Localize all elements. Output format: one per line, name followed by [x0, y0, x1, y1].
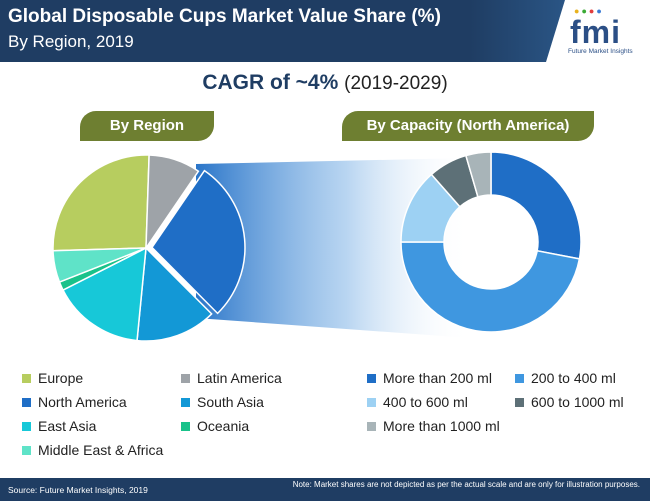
legend-swatch — [367, 422, 376, 431]
slice-latin-america — [145, 154, 200, 251]
legend-label: South Asia — [197, 394, 264, 410]
slice-east-asia — [62, 246, 147, 342]
legend-swatch — [515, 374, 524, 383]
legend-swatch — [22, 398, 31, 407]
header-band — [0, 0, 545, 62]
fmi-logo: ●●●● fmi Future Market Insights — [566, 6, 646, 58]
legend-label: Oceania — [197, 418, 250, 434]
logo-dot: ● — [581, 6, 589, 16]
slice-south-asia — [136, 246, 213, 342]
slice-north-america — [151, 169, 246, 315]
source-text: Source: Future Market Insights, 2019 — [8, 485, 148, 495]
legend-label: More than 200 ml — [383, 370, 492, 386]
region-pie — [52, 154, 246, 342]
connector-beam — [196, 158, 470, 338]
legend-label: Middle East & Africa — [38, 442, 164, 458]
legend-label: Europe — [38, 370, 84, 386]
header: Global Disposable Cups Market Value Shar… — [0, 0, 650, 62]
legend-swatch — [22, 374, 31, 383]
legend-label: East Asia — [38, 418, 97, 434]
by-capacity-pill: By Capacity (North America) — [342, 111, 594, 141]
header-band-accent — [470, 0, 565, 62]
legend-swatch — [22, 446, 31, 455]
logo-text: fmi — [570, 14, 621, 50]
legend-swatch — [181, 374, 190, 383]
legend-swatch — [515, 398, 524, 407]
legend-label: 400 to 600 ml — [383, 394, 468, 410]
cagr-period: (2019-2029) — [344, 73, 448, 94]
capacity-donut — [400, 151, 582, 333]
cagr-heading: CAGR of ~4% (2019-2029) — [0, 71, 650, 95]
slice-europe — [52, 154, 150, 252]
logo-dots: ●●●● — [574, 6, 604, 16]
note-text: Note: Market shares are not depicted as … — [292, 480, 640, 489]
logo-subtitle: Future Market Insights — [568, 48, 633, 55]
slice-more-than-200-ml — [490, 151, 582, 260]
logo-dot: ● — [588, 6, 597, 16]
legend-label: Latin America — [197, 370, 282, 386]
footer: Source: Future Market Insights, 2019 Not… — [0, 478, 650, 501]
chart-subtitle: By Region, 2019 — [8, 32, 134, 51]
slice-more-than-1000-ml — [464, 151, 492, 198]
by-region-pill: By Region — [80, 111, 214, 141]
slice-200-to-400-ml — [400, 241, 581, 333]
charts-svg — [52, 151, 582, 342]
legend-label: More than 1000 ml — [383, 418, 500, 434]
legend-label: 600 to 1000 ml — [531, 394, 624, 410]
legend-swatch — [22, 422, 31, 431]
legend-label: 200 to 400 ml — [531, 370, 616, 386]
logo-dot: ● — [596, 6, 604, 16]
slice-middle-east-africa — [52, 247, 147, 284]
legend-swatch — [367, 374, 376, 383]
legend-swatch — [181, 422, 190, 431]
chart-title: Global Disposable Cups Market Value Shar… — [8, 6, 441, 27]
logo-dot: ● — [574, 6, 582, 16]
legend-swatch — [367, 398, 376, 407]
legend-label: North America — [38, 394, 127, 410]
legend-swatch — [181, 398, 190, 407]
cagr-label: CAGR of ~4% — [202, 71, 339, 94]
